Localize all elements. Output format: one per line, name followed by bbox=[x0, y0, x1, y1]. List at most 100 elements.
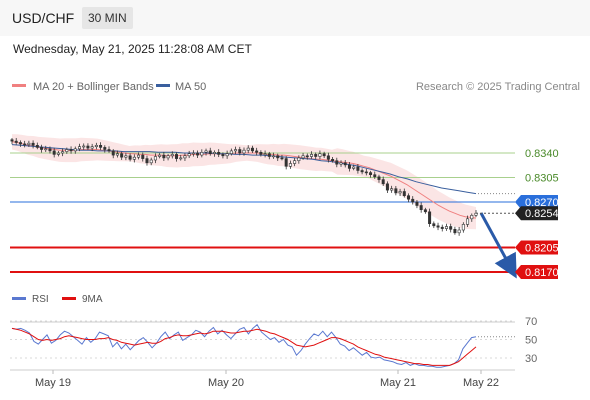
candle-bear bbox=[111, 150, 115, 156]
candle-bull bbox=[293, 160, 297, 164]
candle-bear bbox=[440, 226, 444, 229]
candle-bear bbox=[432, 223, 436, 227]
level-tag-0.8205 bbox=[515, 240, 558, 255]
candle-bull bbox=[187, 153, 191, 157]
candle-bear bbox=[322, 153, 326, 157]
candle-bull bbox=[288, 163, 292, 167]
x-tick-label: May 19 bbox=[35, 377, 71, 389]
candle-bull bbox=[166, 155, 170, 159]
candle-bear bbox=[23, 143, 27, 146]
candle-bear bbox=[347, 164, 351, 169]
candle-bear bbox=[449, 226, 453, 230]
candle-bull bbox=[158, 154, 162, 157]
rsi-level-label-50: 50 bbox=[525, 335, 537, 347]
candle-bull bbox=[301, 155, 305, 159]
rsi-ma-legend-label: 9MA bbox=[82, 294, 103, 305]
candle-bull bbox=[94, 145, 98, 148]
candle-bull bbox=[246, 147, 250, 151]
candle-bear bbox=[128, 155, 132, 160]
candle-bear bbox=[145, 158, 149, 164]
candle-bear bbox=[255, 150, 259, 153]
candle-bull bbox=[124, 155, 128, 158]
candle-bear bbox=[52, 150, 56, 155]
candle-bull bbox=[309, 154, 313, 157]
level-label-0.8305: 0.8305 bbox=[525, 173, 559, 185]
candle-bull bbox=[183, 155, 187, 159]
candle-bear bbox=[221, 154, 225, 157]
candle-bull bbox=[149, 159, 153, 164]
candle-bull bbox=[470, 215, 474, 220]
candle-bear bbox=[331, 159, 335, 162]
candle-bull bbox=[170, 154, 174, 157]
candle-bear bbox=[415, 201, 419, 206]
candle-bear bbox=[99, 145, 103, 148]
candle-bear bbox=[305, 155, 309, 158]
candle-bull bbox=[234, 149, 238, 152]
candle-bear bbox=[280, 157, 284, 160]
timeframe-button[interactable]: 30 MIN bbox=[82, 7, 133, 29]
candle-bear bbox=[335, 160, 339, 165]
candle-bull bbox=[272, 155, 276, 158]
candle-bear bbox=[267, 153, 271, 157]
candle-bull bbox=[73, 148, 77, 152]
candle-bull bbox=[137, 154, 141, 158]
candle-bull bbox=[457, 229, 461, 234]
candle-bear bbox=[364, 171, 368, 174]
candle-bear bbox=[276, 155, 280, 159]
candle-bear bbox=[428, 211, 432, 225]
level-label-0.8340: 0.8340 bbox=[525, 148, 559, 160]
x-tick-label: May 22 bbox=[463, 377, 499, 389]
forecast-arrow bbox=[479, 212, 517, 279]
candle-bull bbox=[263, 153, 267, 155]
candle-bull bbox=[132, 156, 136, 160]
candle-bull bbox=[90, 146, 94, 149]
candle-bear bbox=[343, 162, 347, 166]
bollinger-band-area bbox=[12, 134, 476, 230]
ma50-legend-swatch bbox=[156, 84, 170, 87]
rsi-ma-legend-swatch bbox=[62, 297, 76, 300]
rsi-level-label-30: 30 bbox=[525, 353, 537, 365]
candle-bull bbox=[27, 142, 31, 145]
candle-bear bbox=[35, 145, 39, 148]
candle-bull bbox=[466, 218, 470, 225]
candle-bull bbox=[153, 156, 157, 161]
candle-bear bbox=[18, 142, 22, 145]
candle-bear bbox=[40, 147, 44, 150]
candle-bull bbox=[339, 162, 343, 165]
candle-bull bbox=[82, 145, 86, 148]
candle-bear bbox=[402, 191, 406, 196]
candle-bear bbox=[250, 147, 254, 152]
datetime-label: Wednesday, May 21, 2025 11:28:08 AM CET bbox=[13, 42, 252, 56]
candle-bear bbox=[314, 154, 318, 157]
ma50-legend-label: MA 50 bbox=[175, 81, 206, 93]
candle-bear bbox=[14, 140, 18, 143]
bollinger-bands bbox=[12, 134, 476, 230]
x-axis: May 19 May 20 May 21 May 22 bbox=[35, 370, 499, 389]
credit-label: Research © 2025 Trading Central bbox=[416, 81, 580, 93]
candle-bear bbox=[86, 145, 90, 149]
candle-bull bbox=[229, 150, 233, 154]
candle-bull bbox=[65, 149, 69, 152]
candle-bear bbox=[377, 176, 381, 180]
price-levels bbox=[10, 152, 515, 273]
ma20-legend-swatch bbox=[12, 84, 26, 87]
rsi-line bbox=[11, 323, 477, 368]
candle-bear bbox=[103, 147, 107, 150]
candle-bear bbox=[120, 153, 124, 158]
candle-bear bbox=[385, 183, 389, 191]
candle-bull bbox=[115, 153, 119, 156]
candle-bull bbox=[352, 166, 356, 169]
last-price-tag bbox=[515, 206, 558, 221]
ma20-legend-label: MA 20 + Bollinger Bands bbox=[33, 81, 154, 93]
candle-bear bbox=[48, 148, 52, 152]
candle-bear bbox=[10, 139, 14, 142]
candle-bear bbox=[107, 149, 111, 152]
rsi-level-label-70: 70 bbox=[525, 316, 537, 328]
candle-bear bbox=[373, 174, 377, 178]
candle-bear bbox=[381, 179, 385, 185]
candle-bear bbox=[196, 152, 200, 156]
candle-bear bbox=[394, 188, 398, 194]
candle-bear bbox=[411, 198, 415, 203]
candle-bear bbox=[31, 142, 35, 146]
